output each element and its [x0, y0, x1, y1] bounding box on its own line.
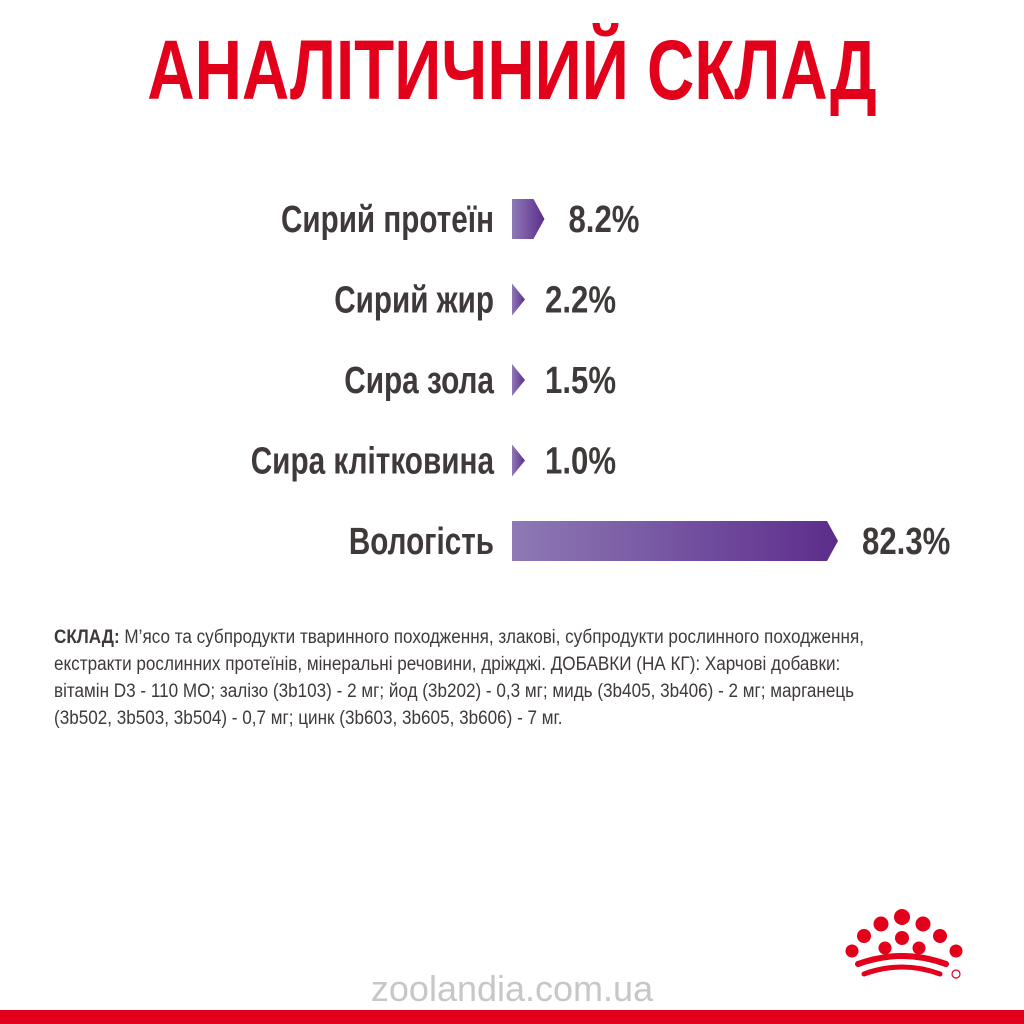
nutrient-bar-chart: Сирий протеїн 8.2% Сирий жир 2.2% Сира зола 1…: [251, 199, 950, 563]
bottom-brand-bar: [0, 1010, 1024, 1024]
value-label-1: 2.2%: [545, 280, 616, 322]
royal-crown-icon: [845, 909, 963, 979]
value-label-0: 8.2%: [568, 199, 639, 241]
bar-3: [512, 444, 525, 477]
composition-label: СКЛАД:: [54, 627, 120, 648]
bar-4: [512, 521, 838, 561]
category-label-1: Сирий жир: [334, 280, 494, 322]
page-title: АНАЛІТИЧНИЙ СКЛАД: [147, 23, 877, 117]
category-label-2: Сира зола: [344, 360, 494, 402]
value-label-2: 1.5%: [545, 360, 616, 402]
composition-body: М’ясо та субпродукти тваринного походжен…: [54, 627, 864, 729]
value-label-4: 82.3%: [862, 521, 950, 563]
category-label-4: Вологість: [349, 521, 494, 563]
bar-0: [512, 199, 545, 239]
category-label-3: Сира клітковина: [251, 441, 495, 483]
bar-2: [512, 364, 525, 396]
bar-1: [512, 283, 525, 316]
composition-text: СКЛАД: М’ясо та субпродукти тваринного п…: [54, 624, 882, 732]
watermark: zoolandia.com.ua: [370, 968, 654, 1009]
category-label-0: Сирий протеїн: [281, 199, 494, 241]
value-label-3: 1.0%: [545, 441, 616, 483]
